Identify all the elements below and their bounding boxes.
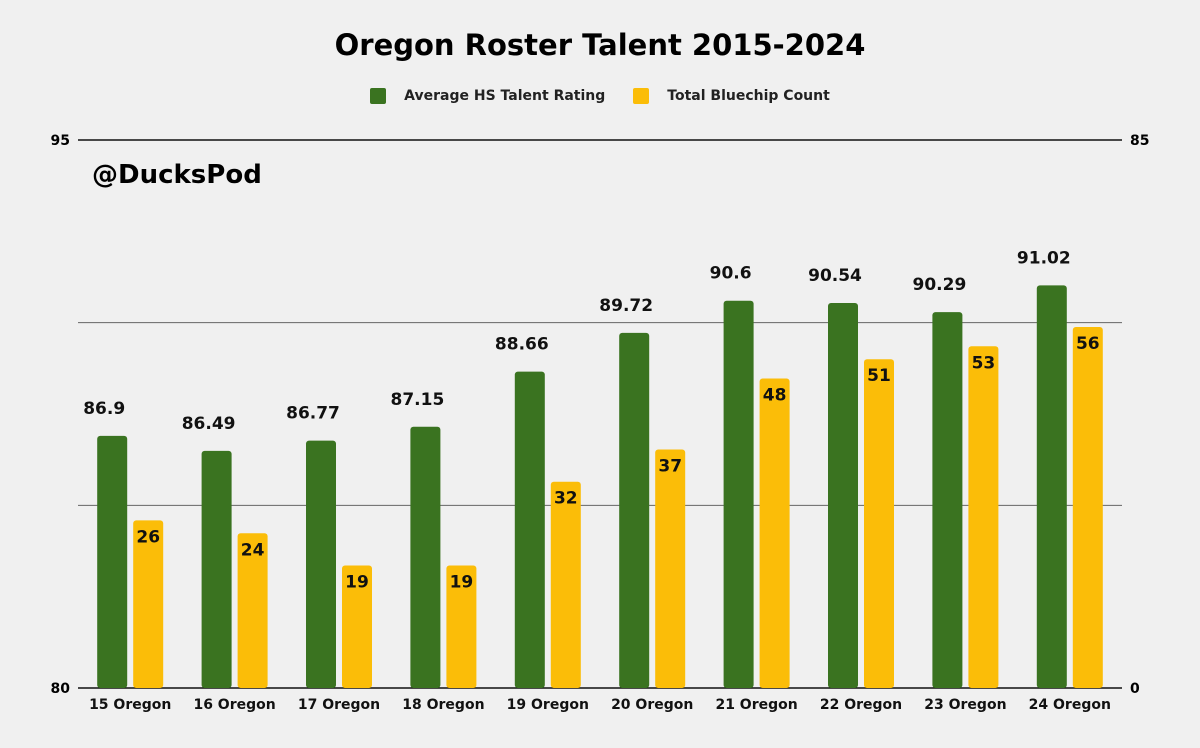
x-tick-label: 24 Oregon <box>1029 697 1111 713</box>
bar-bluechip <box>550 481 581 688</box>
data-label-bluechip: 19 <box>345 573 369 593</box>
bar-talent <box>619 332 650 688</box>
x-tick-label: 20 Oregon <box>611 697 693 713</box>
axes: 95 80 85 0 <box>51 133 1150 697</box>
data-label-bluechip: 26 <box>136 527 160 547</box>
x-tick-label: 19 Oregon <box>507 697 589 713</box>
bar-bluechip <box>1072 326 1103 688</box>
legend-item-bluechip: Total Bluechip Count <box>633 88 830 104</box>
legend-swatch-talent <box>370 88 387 104</box>
bar-talent <box>932 312 963 688</box>
data-label-bluechip: 37 <box>658 456 682 476</box>
data-label-bluechip: 32 <box>554 489 578 509</box>
data-label-bluechip: 48 <box>763 386 787 406</box>
data-label-bluechip: 56 <box>1076 334 1100 354</box>
data-label-talent: 86.49 <box>182 414 236 434</box>
bar-talent <box>723 300 754 688</box>
legend-label-bluechip: Total Bluechip Count <box>667 88 830 104</box>
y-left-max-label: 95 <box>51 133 70 149</box>
data-label-bluechip: 51 <box>867 366 891 386</box>
bar-bluechip <box>864 359 894 688</box>
data-label-talent: 88.66 <box>495 335 549 355</box>
data-label-bluechip: 24 <box>241 540 265 560</box>
bar-talent <box>410 426 441 688</box>
bar-talent <box>97 435 128 688</box>
bar-bluechip <box>655 449 686 688</box>
data-label-talent: 91.02 <box>1017 248 1071 268</box>
x-tick-label: 22 Oregon <box>820 697 902 713</box>
data-label-talent: 86.9 <box>83 399 125 419</box>
data-label-bluechip: 19 <box>450 573 474 593</box>
bar-bluechip <box>342 565 372 688</box>
chart-title: Oregon Roster Talent 2015-2024 <box>334 28 866 62</box>
data-label-talent: 86.77 <box>286 404 340 424</box>
legend-item-talent: Average HS Talent Rating <box>370 88 605 104</box>
bar-talent <box>201 450 232 688</box>
y-left-min-label: 80 <box>51 681 71 697</box>
bar-talent <box>306 440 336 688</box>
bar-talent <box>828 302 858 688</box>
x-tick-label: 23 Oregon <box>924 697 1006 713</box>
bar-bluechip <box>133 520 164 688</box>
data-label-bluechip: 53 <box>972 353 996 373</box>
data-label-talent: 90.6 <box>710 264 752 284</box>
legend-swatch-bluechip <box>633 88 650 104</box>
bar-bluechip <box>237 533 268 688</box>
data-label-talent: 90.54 <box>808 266 862 286</box>
bar-bluechip <box>968 346 999 688</box>
data-label-talent: 90.29 <box>913 275 967 295</box>
data-label-talent: 87.15 <box>391 390 445 410</box>
x-tick-label: 18 Oregon <box>402 697 484 713</box>
bars <box>97 285 1103 688</box>
x-tick-label: 16 Oregon <box>193 697 275 713</box>
chart-legend: Average HS Talent Rating Total Bluechip … <box>0 88 1200 104</box>
legend-label-talent: Average HS Talent Rating <box>404 88 606 104</box>
bar-bluechip <box>759 378 790 688</box>
y-right-min-label: 0 <box>1130 681 1140 697</box>
x-tick-label: 17 Oregon <box>298 697 380 713</box>
watermark: @DucksPod <box>92 160 262 190</box>
bar-talent <box>1036 285 1067 688</box>
x-tick-label: 15 Oregon <box>89 697 171 713</box>
y-right-max-label: 85 <box>1130 133 1149 149</box>
bar-talent <box>514 371 545 688</box>
data-labels: 86.9 26 15 Oregon 86.49 24 16 Oregon 86.77 19 17… <box>83 248 1111 713</box>
bar-bluechip <box>446 565 477 688</box>
x-tick-label: 21 Oregon <box>715 697 797 713</box>
data-label-talent: 89.72 <box>599 296 653 316</box>
